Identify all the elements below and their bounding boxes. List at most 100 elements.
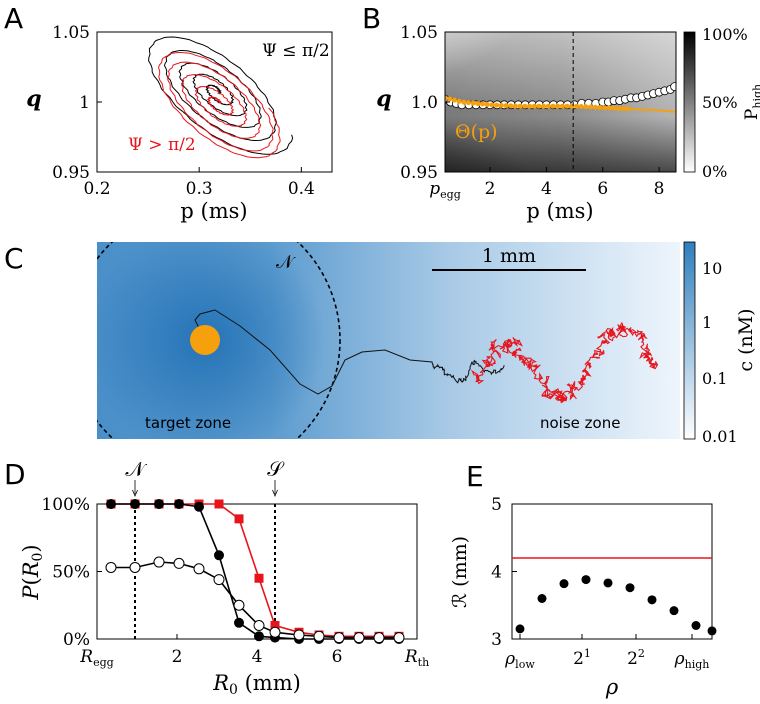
panel-e-point	[625, 583, 635, 593]
panel-e-point	[647, 595, 657, 605]
theta-marker	[451, 97, 457, 103]
panel-e-xlabel: ρ	[605, 675, 619, 699]
panel-e-ytick-label: 5	[491, 495, 502, 515]
theta-marker	[465, 100, 471, 106]
panel-d-point	[313, 630, 325, 642]
theta-marker	[484, 102, 490, 108]
panel-a-series-black	[148, 36, 294, 155]
panel-d-vline-label: 𝒮	[267, 457, 285, 481]
theta-marker	[573, 103, 579, 109]
theta-marker	[475, 101, 481, 107]
panel-b-scatter	[445, 82, 676, 112]
panel-d-ytick-label: 0%	[63, 630, 90, 650]
target-egg	[190, 325, 220, 355]
theta-marker	[564, 103, 570, 109]
panel-a-ytick-label: 1.05	[52, 23, 90, 43]
theta-marker	[597, 104, 603, 110]
panel-d-point	[393, 632, 405, 644]
panel-a-curves	[148, 36, 294, 159]
panel-b-xtick-label: pegg	[429, 179, 461, 201]
panel-d-point	[254, 631, 264, 642]
panel-d-xtick-label: 6	[332, 647, 343, 667]
theta-marker	[559, 103, 565, 109]
panel-d-xlabel: R0 (mm)	[212, 671, 301, 698]
theta-marker	[494, 102, 500, 108]
theta-marker	[508, 103, 514, 109]
panel-d-vline-arrowhead	[272, 489, 278, 498]
panel-d-ticks: Regg 2 4 6 Rth 0% 50% 100%	[41, 495, 429, 669]
theta-marker	[498, 102, 504, 108]
panel-d-point	[233, 599, 245, 611]
panel-d-point	[214, 499, 224, 509]
panel-d-series-line	[111, 503, 399, 640]
panel-d-point	[173, 557, 185, 569]
theta-marker	[578, 104, 584, 110]
colorbar-c-tick-1: 1	[702, 313, 712, 332]
panel-e-frame	[511, 503, 713, 640]
target-zone-label: target zone	[145, 414, 231, 432]
theta-marker	[470, 100, 476, 106]
panel-a-ytick-label: 0.95	[52, 163, 90, 183]
panel-d-point	[269, 626, 281, 638]
panel-e-ticks: ρlow 21 22 ρhigh 3 4 5	[491, 495, 709, 671]
panel-a-ytick-label: 1	[79, 93, 90, 113]
panel-d-series-line	[111, 503, 399, 638]
panel-b-xtick-label: 4	[541, 179, 552, 199]
panel-d-point	[214, 550, 224, 561]
panel-d-point	[270, 621, 280, 630]
panel-d-ylabel: P(R0)	[19, 544, 46, 600]
panel-e-ytick-label: 3	[491, 630, 502, 650]
annotation-psi-le: Ψ ≤ π/2	[262, 41, 330, 61]
panel-e-xtick-label: ρlow	[504, 649, 535, 671]
panel-d-ytick-label: 50%	[52, 563, 90, 583]
panel-b-point	[670, 82, 676, 91]
theta-marker	[625, 106, 631, 112]
panel-d-point	[293, 629, 305, 641]
noise-zone-label: noise zone	[540, 414, 620, 432]
panel-a-series-red	[157, 52, 281, 159]
panel-a: 0.2 0.3 0.4 0.95 1 1.05 p (ms) q Ψ ≤ π/2 Ψ > …	[26, 23, 333, 223]
panel-b-colorbar	[683, 31, 696, 173]
panel-d-point	[234, 514, 244, 524]
annotation-psi-gt: Ψ > π/2	[128, 135, 196, 155]
colorbar-b-tick-50: 50%	[702, 93, 738, 112]
panel-d-xtick-label: 4	[252, 647, 263, 667]
theta-marker	[447, 96, 453, 102]
panel-d-ytick-label: 100%	[41, 495, 90, 515]
panel-d-point	[213, 574, 225, 586]
panel-e-xtick-label: ρhigh	[674, 649, 710, 671]
theta-marker	[555, 103, 561, 109]
theta-marker	[512, 103, 518, 109]
theta-marker	[620, 106, 626, 112]
panel-b-ticks: pegg 2 4 6 8 0.95 1.0 1.05	[400, 23, 664, 201]
theta-marker	[461, 99, 467, 105]
theta-marker	[592, 104, 598, 110]
colorbar-c-tick-001: 0.01	[702, 427, 738, 446]
panel-b-xtick-label: 2	[485, 179, 496, 199]
panel-d-point	[253, 620, 265, 631]
panel-d-point	[130, 499, 140, 509]
panel-e-points	[515, 575, 717, 636]
theta-marker	[480, 101, 486, 107]
panel-d-vline-label: 𝒩	[125, 457, 147, 481]
panel-letter-E: E	[466, 460, 484, 493]
panel-d-xtick-label: 2	[172, 647, 183, 667]
colorbar-c-tick-10: 10	[702, 259, 722, 278]
panel-e-point	[603, 578, 613, 588]
panel-e-point	[515, 624, 525, 634]
panel-b-heatmap-corner-dark	[445, 102, 565, 172]
panel-c-colorbar	[683, 241, 696, 440]
colorbar-c-label: c (nM)	[735, 308, 757, 371]
theta-marker	[616, 105, 622, 111]
panel-b-xtick-label: 8	[654, 179, 665, 199]
panel-d-xtick-label: Regg	[79, 647, 114, 669]
boundary-circle	[97, 242, 341, 439]
panel-d-point	[353, 632, 365, 644]
panel-d-point	[194, 501, 204, 512]
panel-e: ρlow 21 22 ρhigh 3 4 5 ρ ℛ (mm)	[449, 495, 717, 699]
panel-a-xtick-label: 0.2	[83, 179, 110, 199]
theta-marker	[550, 103, 556, 109]
panel-a-ticks: 0.2 0.3 0.4 0.95 1 1.05	[52, 23, 315, 199]
theta-marker	[531, 103, 537, 109]
